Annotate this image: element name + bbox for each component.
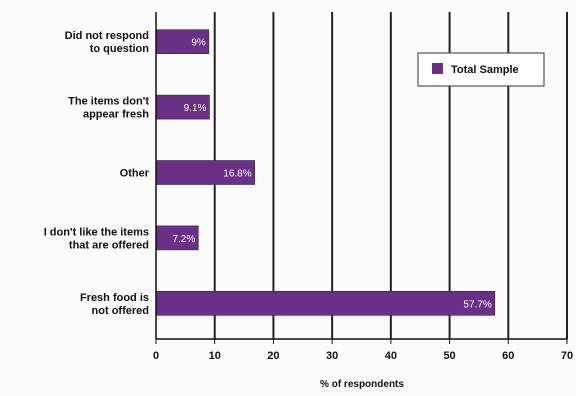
bar (155, 94, 210, 120)
category-label: appear fresh (83, 109, 149, 121)
bar-data-label: 16.8% (223, 169, 251, 180)
x-tick-label: 30 (326, 350, 338, 362)
bars (155, 29, 496, 316)
category-label: The items don't (68, 96, 149, 108)
category-label: Did not respond (65, 30, 149, 42)
category-label: Fresh food is (80, 292, 149, 304)
x-tick-label: 40 (385, 350, 397, 362)
category-label: to question (90, 43, 150, 55)
bar-data-label: 7.2% (172, 234, 195, 245)
category-label: I don't like the items (44, 226, 149, 238)
legend-swatch (432, 63, 443, 74)
x-tick-label: 60 (502, 350, 514, 362)
category-label: Other (120, 168, 150, 180)
category-label: not offered (92, 305, 149, 317)
x-tick-label: 70 (561, 350, 573, 362)
legend-label: Total Sample (451, 64, 519, 76)
x-tick-label: 50 (443, 350, 455, 362)
x-tick-label: 20 (267, 350, 279, 362)
x-tick-label: 10 (209, 350, 221, 362)
bar-data-label: 9% (191, 38, 206, 49)
x-axis-title: % of respondents (320, 379, 404, 390)
bar (155, 290, 496, 316)
bar-data-label: 57.7% (463, 299, 491, 310)
bar-data-label: 9.1% (184, 103, 207, 114)
bar (155, 160, 255, 185)
legend: Total Sample (417, 52, 545, 87)
axes (155, 12, 568, 344)
category-label: that are offered (69, 239, 149, 251)
x-tick-label: 0 (153, 350, 159, 362)
